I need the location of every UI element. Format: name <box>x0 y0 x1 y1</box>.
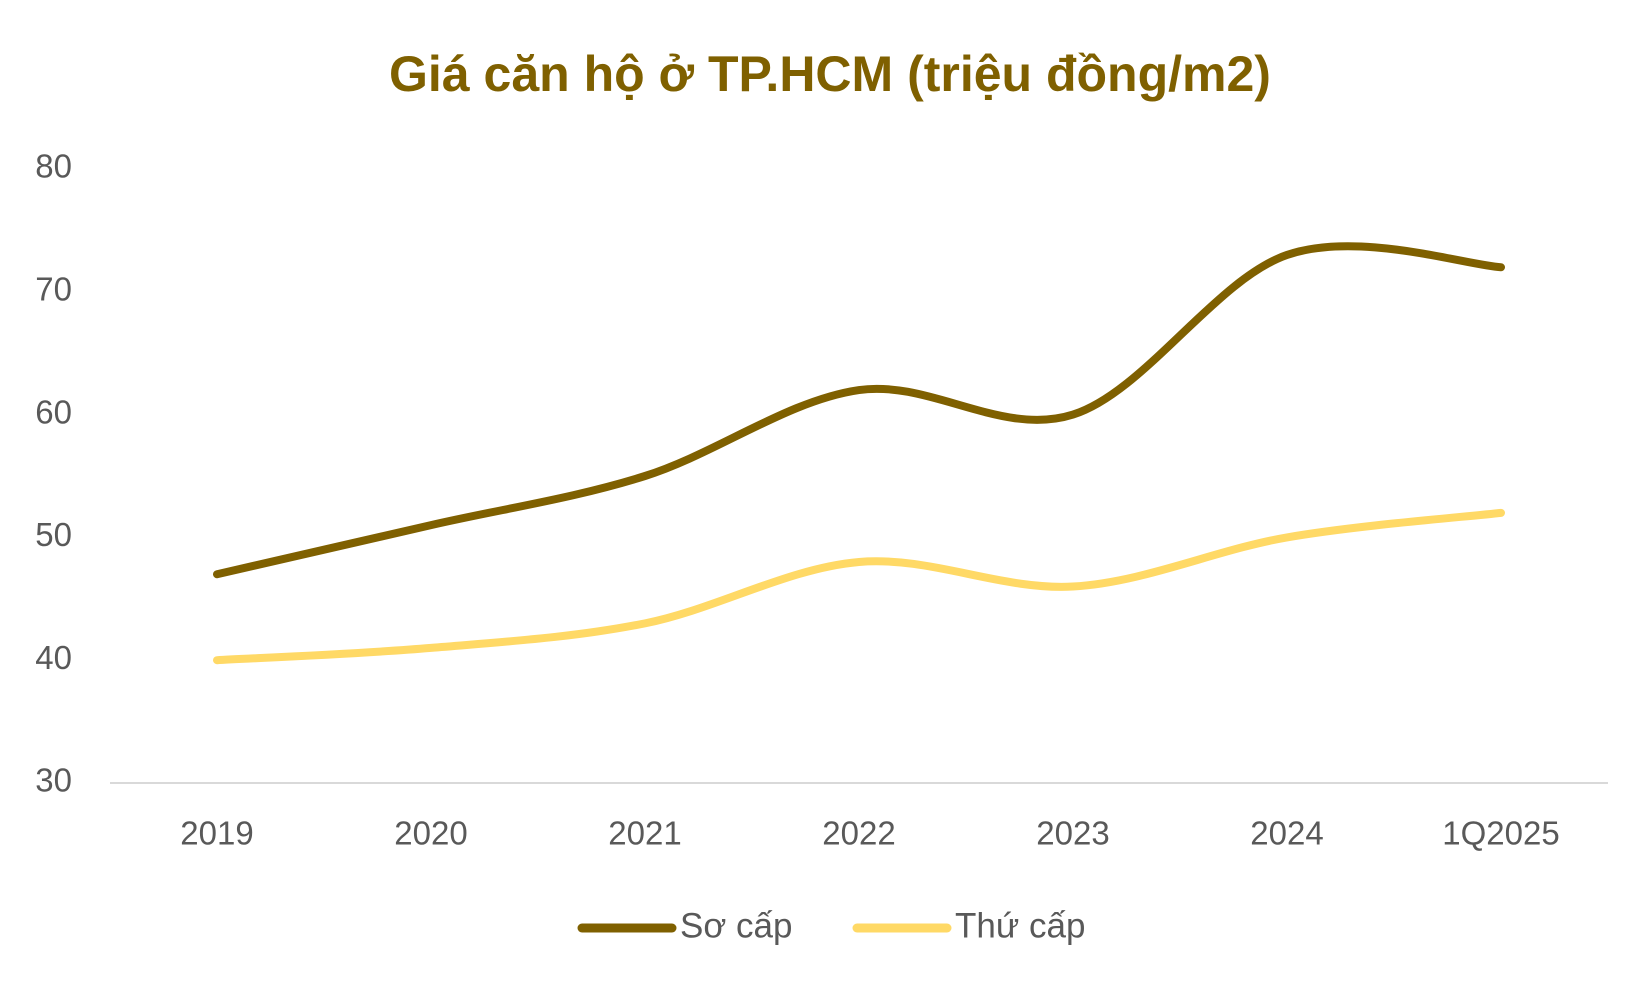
legend-label: Sơ cấp <box>680 906 792 945</box>
x-tick-label: 2022 <box>822 815 895 852</box>
x-tick-label: 2024 <box>1250 815 1323 852</box>
x-tick-label: 2019 <box>180 815 253 852</box>
y-tick-label: 40 <box>35 639 72 676</box>
x-tick-label: 2023 <box>1036 815 1109 852</box>
x-tick-label: 2020 <box>394 815 467 852</box>
x-tick-label: 2021 <box>608 815 681 852</box>
line <box>213 242 1505 579</box>
y-tick-label: 60 <box>35 393 72 430</box>
y-tick-label: 80 <box>35 148 72 185</box>
y-tick-label: 50 <box>35 516 72 553</box>
legend-label: Thứ cấp <box>955 906 1085 945</box>
x-tick-label: 1Q2025 <box>1442 815 1559 852</box>
y-tick-label: 30 <box>35 762 72 799</box>
line <box>213 508 1505 665</box>
y-tick-label: 70 <box>35 271 72 308</box>
chart-title: Giá căn hộ ở TP.HCM (triệu đồng/m2) <box>389 46 1271 102</box>
